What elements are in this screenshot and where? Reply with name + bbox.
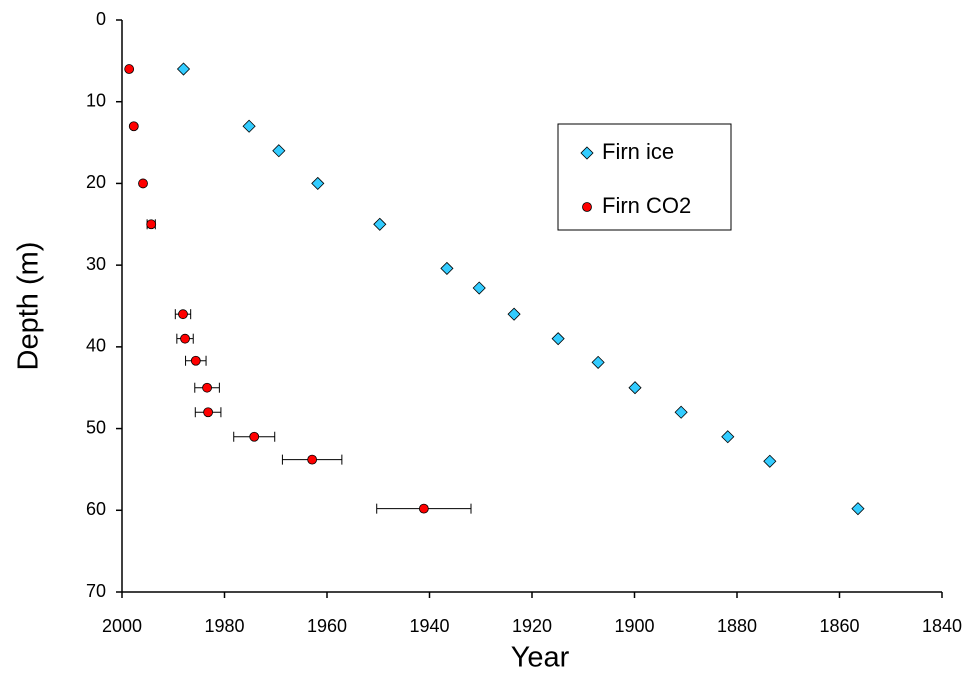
data-point (307, 454, 318, 465)
data-point (418, 503, 429, 514)
data-point (674, 405, 688, 419)
y-tick-label: 60 (86, 499, 106, 519)
y-tick-label: 10 (86, 90, 106, 110)
data-point (190, 355, 201, 366)
y-tick-label: 40 (86, 336, 106, 356)
data-point (180, 333, 190, 344)
x-tick-label: 1920 (512, 616, 552, 636)
y-tick-label: 70 (86, 581, 106, 601)
data-point (203, 407, 214, 418)
data-point (146, 219, 157, 230)
data-point (242, 119, 256, 133)
data-point (851, 502, 865, 516)
data-point (721, 430, 735, 444)
data-point (507, 307, 521, 321)
x-tick-label: 1900 (614, 616, 654, 636)
legend-marker (582, 202, 592, 212)
data-point (551, 332, 565, 346)
data-point (763, 454, 777, 468)
data-point (628, 381, 642, 395)
data-point (178, 309, 188, 320)
legend-box (557, 123, 732, 231)
data-point (591, 355, 605, 369)
x-axis-title: Year (511, 642, 570, 673)
data-point (472, 281, 486, 295)
legend-label: Firn ice (602, 139, 674, 164)
x-tick-label: 2000 (102, 616, 142, 636)
data-point (373, 217, 387, 231)
data-point (311, 176, 325, 190)
legend-marker (580, 146, 594, 160)
x-tick-label: 1940 (409, 616, 449, 636)
legend-label: Firn CO2 (602, 193, 691, 218)
x-tick-label: 1840 (922, 616, 962, 636)
x-tick-label: 1960 (307, 616, 347, 636)
data-point (249, 431, 260, 442)
data-point (202, 382, 212, 393)
x-tick-label: 1880 (717, 616, 757, 636)
data-point (440, 261, 454, 275)
data-point (138, 178, 148, 189)
y-tick-label: 50 (86, 417, 106, 437)
x-tick-label: 1860 (819, 616, 859, 636)
data-point (272, 144, 286, 158)
y-axis-title: Depth (m) (13, 242, 45, 371)
data-point (124, 64, 135, 74)
y-tick-label: 0 (96, 9, 106, 29)
y-tick-label: 30 (86, 254, 106, 274)
data-point (128, 121, 139, 132)
data-point (176, 62, 191, 76)
y-tick-label: 20 (86, 172, 106, 192)
x-tick-label: 1980 (204, 616, 244, 636)
